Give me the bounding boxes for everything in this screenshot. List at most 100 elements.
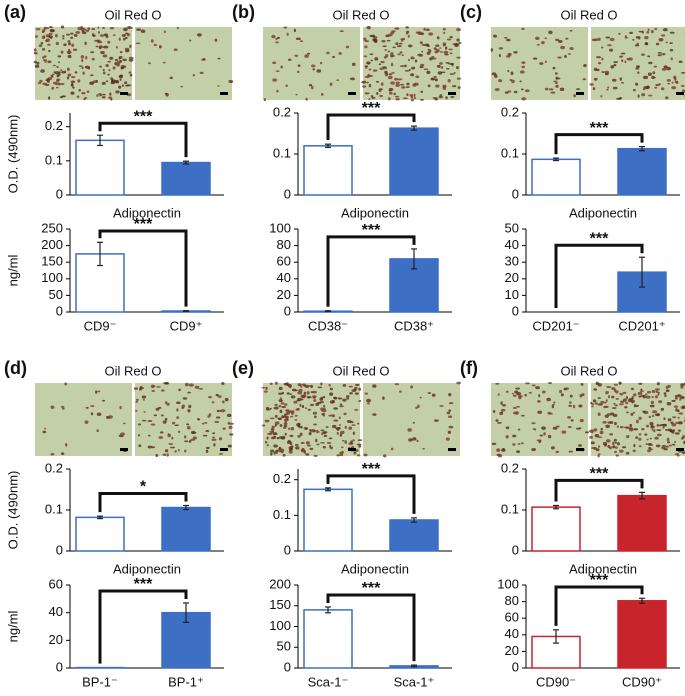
stained-cell (497, 393, 500, 396)
stained-cell (339, 405, 344, 408)
stained-cell (123, 37, 126, 41)
stained-cell (176, 401, 181, 404)
stained-cell (192, 436, 197, 440)
stained-cell (369, 53, 374, 56)
stained-cell (331, 424, 337, 429)
stained-cell (288, 450, 293, 454)
stained-cell (143, 411, 146, 413)
significance-label: *** (362, 100, 381, 117)
stained-cell (374, 57, 379, 61)
stained-cell (367, 62, 370, 65)
stained-cell (201, 422, 205, 425)
y-tick-label: 0.1 (273, 145, 291, 160)
stained-cell (276, 437, 280, 440)
stained-cell (612, 441, 615, 446)
stained-cell (609, 37, 615, 42)
stained-cell (350, 440, 353, 444)
stained-cell (167, 433, 171, 438)
stained-cell (102, 71, 106, 75)
stained-cell (613, 402, 616, 405)
y-tick-label: 100 (497, 576, 519, 591)
stained-cell (308, 429, 314, 432)
stained-cell (593, 38, 599, 42)
stained-cell (505, 55, 511, 58)
stained-cell (625, 401, 629, 405)
stained-cell (51, 73, 55, 76)
stained-cell (437, 71, 443, 75)
error-bar (411, 248, 417, 270)
stained-cell (612, 445, 616, 449)
stained-cell (40, 41, 44, 45)
stained-cell (495, 382, 500, 385)
stained-cell (561, 430, 567, 434)
stained-cell (657, 393, 660, 396)
stained-cell (558, 39, 563, 43)
stained-cell (665, 445, 669, 448)
stained-cell (80, 55, 85, 59)
stained-cell (629, 423, 633, 428)
stained-cell (319, 400, 324, 404)
stained-cell (274, 414, 278, 418)
y-tick-label: 0 (56, 542, 63, 557)
stained-cell (216, 416, 221, 419)
bar (161, 506, 211, 552)
stained-cell (520, 88, 524, 91)
stained-cell (57, 61, 61, 64)
stained-cell (619, 449, 624, 453)
stained-cell (387, 33, 393, 37)
error-bar (411, 125, 417, 131)
stained-cell (408, 438, 413, 442)
stained-cell (410, 385, 413, 389)
stained-cell (299, 40, 304, 42)
stained-cell (305, 453, 310, 456)
stained-cell (188, 383, 194, 387)
stained-cell (298, 426, 302, 429)
y-axis-label: O.D. (490nm) (5, 115, 20, 194)
stained-cell (321, 409, 327, 413)
stained-cell (273, 406, 276, 410)
stained-cell (559, 87, 565, 92)
stained-cell (640, 388, 643, 391)
stained-cell (575, 88, 581, 90)
stained-cell (671, 431, 675, 434)
stained-cell (263, 97, 266, 102)
stained-cell (390, 54, 394, 58)
stained-cell (649, 448, 653, 451)
stained-cell (639, 390, 644, 393)
significance-bracket (326, 235, 416, 307)
stained-cell (427, 84, 431, 88)
error-bar (553, 504, 559, 510)
stained-cell (322, 395, 326, 399)
stained-cell (654, 28, 658, 30)
stained-cell (411, 66, 416, 70)
stained-cell (393, 77, 398, 81)
stained-cell (625, 395, 629, 400)
stained-cell (536, 43, 540, 46)
stained-cell (338, 424, 342, 426)
significance-bracket (98, 229, 188, 307)
stained-cell (60, 83, 65, 85)
stained-cell (513, 90, 518, 94)
y-tick-label: 0 (56, 186, 63, 201)
stained-cell (501, 448, 505, 451)
significance-bracket (98, 589, 188, 664)
stained-cell (103, 33, 109, 37)
stained-cell (439, 62, 443, 65)
stained-cell (491, 72, 497, 76)
scale-bar (676, 448, 684, 451)
stained-cell (192, 74, 195, 77)
stained-cell (511, 392, 514, 395)
error-bar (553, 157, 559, 162)
stained-cell (436, 65, 440, 68)
stained-cell (214, 420, 220, 423)
stained-cell (338, 52, 342, 55)
stained-cell (652, 71, 656, 75)
stained-cell (300, 441, 305, 444)
stained-cell (323, 404, 326, 408)
stained-cell (498, 54, 501, 58)
stained-cell (120, 432, 126, 436)
stained-cell (128, 58, 134, 62)
stained-cell (326, 51, 330, 55)
stained-cell (312, 390, 317, 394)
stained-cell (261, 386, 266, 389)
